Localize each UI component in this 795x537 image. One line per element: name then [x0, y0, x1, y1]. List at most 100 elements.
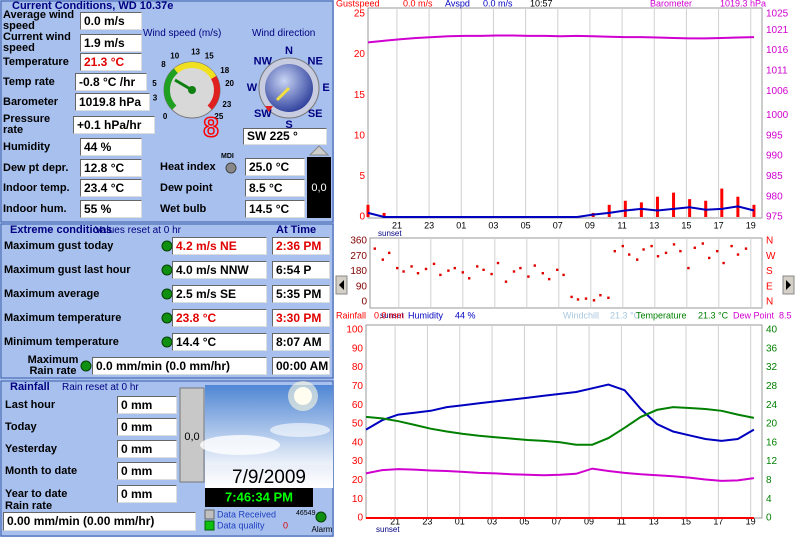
- y-tick-label: 15: [354, 90, 366, 101]
- wind-dir-point: [490, 272, 493, 276]
- panel-title: Rainfall: [10, 381, 50, 393]
- x-tick-label: 05: [519, 516, 529, 526]
- y-tick-label: 80: [352, 362, 364, 373]
- rain-value: 0 mm: [117, 440, 177, 458]
- current-frame: [0, 0, 334, 223]
- wind-dir-point: [496, 261, 500, 265]
- x-tick-label: 15: [681, 220, 691, 230]
- scroll-right-arrow: [786, 280, 791, 290]
- y2-tick-label: 24: [766, 400, 778, 411]
- reading-label: Humidity: [3, 140, 51, 153]
- y2-tick-label: 40: [766, 325, 778, 336]
- graph-legend: Dew Point: [733, 310, 775, 320]
- x-tick-label: 07: [552, 516, 562, 526]
- meter-value: 0,0: [311, 182, 326, 194]
- gauge-tick-label: 0: [163, 112, 168, 121]
- y-tick-label: 360: [350, 236, 367, 247]
- x-tick-label: 07: [553, 220, 563, 230]
- y-tick-label: 30: [352, 456, 364, 467]
- y2-tick-label: E: [766, 281, 773, 292]
- wind-dir-point: [613, 249, 616, 253]
- series-line: [365, 383, 755, 442]
- y2-tick-label: 36: [766, 343, 778, 354]
- wind-dir-point: [716, 249, 719, 253]
- plot-area: [369, 237, 763, 309]
- extreme-time: 2:36 PM: [272, 237, 330, 255]
- rain-value: 0 mm: [117, 462, 177, 480]
- x-tick-label: 19: [746, 516, 756, 526]
- gust-bar: [672, 192, 676, 217]
- y-tick-label: 70: [352, 381, 364, 392]
- reading-label: Average wind speed: [3, 9, 75, 32]
- alarm-label: Alarm: [312, 525, 333, 534]
- wind-dir-point: [556, 268, 559, 272]
- wind-dir-point: [722, 261, 725, 265]
- extreme-value: 2.5 m/s SE: [172, 285, 267, 303]
- y-tick-label: 100: [346, 325, 363, 336]
- x-tick-label: 09: [584, 516, 594, 526]
- gauge-zone: [164, 68, 179, 110]
- wind-dir-point: [410, 265, 413, 268]
- rain-label: Month to date: [5, 464, 78, 477]
- x-tick-label: 21: [392, 220, 402, 230]
- extreme-time: 6:54 P: [272, 261, 330, 279]
- wind-dir-point: [693, 246, 696, 249]
- wind-dir-point: [576, 298, 580, 301]
- reading-value: 21.3 °C: [80, 53, 142, 71]
- wind-dir-point: [453, 266, 456, 270]
- wind-dir-point: [642, 248, 645, 251]
- panel-title: Current Conditions, WD 10.37e: [12, 0, 174, 12]
- graph-legend: Temperature: [636, 310, 687, 320]
- gauge-tick-label: 15: [205, 51, 214, 60]
- reading-value: 1.9 m/s: [80, 34, 142, 52]
- mdi-label: MDI: [221, 152, 234, 160]
- wind-dir-point: [664, 251, 668, 255]
- gauge-hub: [188, 86, 196, 94]
- y-tick-label: 10: [354, 130, 366, 141]
- x-tick-label: 21: [390, 516, 400, 526]
- y2-tick-label: 1025: [766, 9, 789, 20]
- column-title: At Time: [276, 224, 317, 236]
- y2-tick-label: 980: [766, 191, 783, 202]
- status-dot: [80, 360, 92, 372]
- panel-title: Extreme conditions: [10, 224, 113, 236]
- reading-value: 44 %: [80, 138, 142, 156]
- side-value: 14.5 °C: [245, 200, 305, 218]
- gust-bar: [382, 212, 386, 217]
- reading-label: Temperature: [3, 55, 69, 68]
- compass-point: SE: [308, 108, 323, 120]
- rain-label: Yesterday: [5, 442, 57, 455]
- graph-legend: 0.0 mm: [374, 310, 404, 320]
- compass-point: NW: [254, 56, 273, 68]
- y-tick-label: 180: [350, 266, 367, 277]
- y-tick-label: 90: [352, 343, 364, 354]
- x-tick-label: 13: [649, 220, 659, 230]
- reading-label: Pressure rate: [3, 113, 51, 136]
- extreme-value: 14.4 °C: [172, 333, 267, 351]
- wind-dir-point: [687, 266, 690, 270]
- date: 7/9/2009: [232, 467, 306, 488]
- wind-dir-point: [432, 262, 436, 266]
- graph-legend: 21.3 °C: [698, 310, 729, 320]
- side-value: 8.5 °C: [245, 179, 305, 197]
- x-tick-label: 03: [488, 220, 498, 230]
- sun: [294, 387, 312, 405]
- rain-label: Rain rate: [5, 500, 53, 512]
- graph-legend: 0.0 m/s: [483, 0, 513, 8]
- rain-label: Year to date: [5, 487, 68, 500]
- wind-dir-point: [533, 264, 536, 267]
- y2-tick-label: 28: [766, 381, 778, 392]
- gauge-tick-label: 20: [225, 79, 234, 88]
- wind-dir-point: [656, 255, 660, 258]
- wind-dir-point: [381, 258, 384, 261]
- rain-value: 0 mm: [117, 418, 177, 436]
- y-tick-label: 25: [354, 9, 366, 20]
- side-label: Wet bulb: [160, 202, 207, 215]
- compass-point: S: [285, 119, 292, 131]
- gauge-tick-label: 13: [191, 47, 200, 56]
- quality-label: Data quality: [217, 520, 265, 530]
- reading-label: Indoor temp.: [3, 181, 70, 194]
- x-tick-label: 23: [424, 220, 434, 230]
- graph-legend: 44 %: [455, 310, 476, 320]
